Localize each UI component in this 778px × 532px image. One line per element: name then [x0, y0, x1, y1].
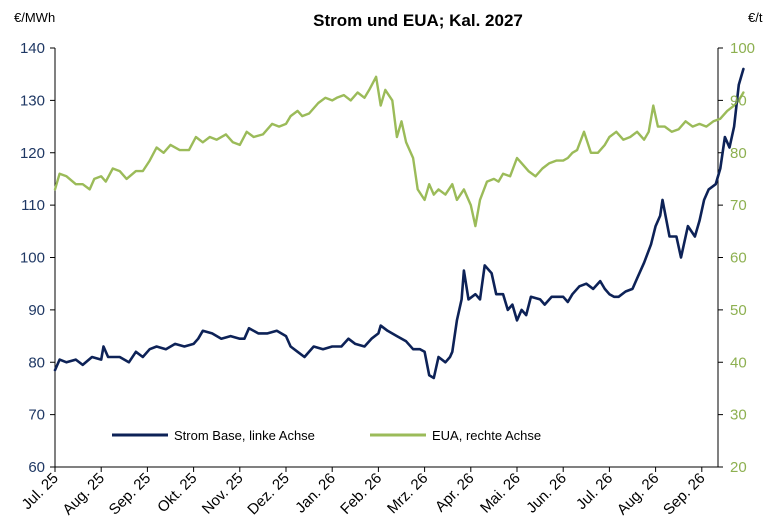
x-tick-label: Feb. 26 [337, 470, 385, 518]
x-tick-label: Sep. 26 [660, 470, 709, 519]
left-tick-label: 80 [28, 354, 45, 371]
x-tick-label: Dez. 25 [244, 470, 293, 519]
left-tick-label: 90 [28, 302, 45, 319]
right-tick-label: 90 [730, 92, 747, 109]
right-tick-label: 30 [730, 407, 747, 424]
x-tick-label: Jun. 26 [523, 470, 570, 517]
right-tick-label: 20 [730, 459, 747, 476]
left-axis-unit: €/MWh [14, 10, 55, 25]
series-line-eua [53, 75, 745, 228]
x-tick-label: Apr. 26 [432, 470, 478, 516]
right-tick-label: 40 [730, 354, 747, 371]
tick-labels: 60 70 80 90 100 110 120 130 140 20 30 40 50 60 70 80 90 1… [19, 40, 755, 518]
x-tick-label: Jul. 25 [19, 470, 62, 513]
left-tick-label: 140 [20, 40, 45, 57]
axes-group [50, 47, 723, 472]
x-tick-label: Okt. 25 [154, 470, 200, 516]
right-tick-label: 100 [730, 40, 755, 57]
legend: Strom Base, linke Achse EUA, rechte Achs… [112, 428, 541, 443]
x-tick-label: Mrz. 26 [384, 470, 431, 517]
x-tick-label: Sep. 25 [106, 470, 155, 519]
left-tick-label: 120 [20, 145, 45, 162]
x-tick-label: Nov. 25 [199, 470, 247, 518]
right-tick-label: 50 [730, 302, 747, 319]
legend-label-eua: EUA, rechte Achse [432, 428, 541, 443]
x-tick-label: Mai. 26 [477, 470, 524, 517]
x-tick-label: Jul. 26 [573, 470, 616, 513]
left-tick-label: 70 [28, 407, 45, 424]
x-tick-label: Aug. 25 [59, 470, 108, 519]
x-tick-label: Jan. 26 [292, 470, 339, 517]
left-tick-label: 110 [21, 197, 45, 214]
left-tick-label: 130 [20, 92, 45, 109]
right-tick-label: 60 [730, 250, 747, 267]
series-line-strom [53, 67, 745, 380]
x-tick-label: Aug. 26 [614, 470, 663, 519]
right-tick-label: 80 [730, 145, 747, 162]
legend-label-strom: Strom Base, linke Achse [174, 428, 315, 443]
series-lines [53, 67, 745, 380]
right-axis-unit: €/t [748, 10, 763, 25]
chart-title: Strom und EUA; Kal. 2027 [313, 11, 523, 30]
left-tick-label: 60 [28, 459, 45, 476]
right-tick-label: 70 [730, 197, 747, 214]
left-tick-label: 100 [20, 250, 45, 267]
